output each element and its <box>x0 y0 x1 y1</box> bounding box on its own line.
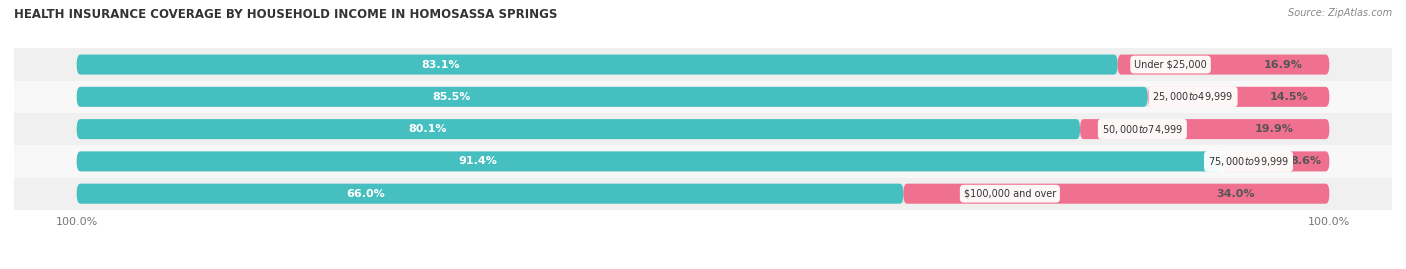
Text: HEALTH INSURANCE COVERAGE BY HOUSEHOLD INCOME IN HOMOSASSA SPRINGS: HEALTH INSURANCE COVERAGE BY HOUSEHOLD I… <box>14 8 557 21</box>
Text: 83.1%: 83.1% <box>422 59 460 70</box>
Text: 8.6%: 8.6% <box>1291 156 1322 167</box>
FancyBboxPatch shape <box>77 55 1329 75</box>
Text: 14.5%: 14.5% <box>1270 92 1309 102</box>
Text: 66.0%: 66.0% <box>347 189 385 199</box>
FancyBboxPatch shape <box>1147 87 1329 107</box>
Text: 80.1%: 80.1% <box>409 124 447 134</box>
Text: 19.9%: 19.9% <box>1256 124 1294 134</box>
Text: $100,000 and over: $100,000 and over <box>963 189 1056 199</box>
FancyBboxPatch shape <box>1080 119 1329 139</box>
FancyBboxPatch shape <box>77 119 1329 139</box>
FancyBboxPatch shape <box>77 119 1080 139</box>
FancyBboxPatch shape <box>904 184 1329 204</box>
Text: $50,000 to $74,999: $50,000 to $74,999 <box>1102 123 1182 136</box>
FancyBboxPatch shape <box>77 151 1329 171</box>
Text: $25,000 to $49,999: $25,000 to $49,999 <box>1153 90 1233 103</box>
Bar <box>14 145 1392 178</box>
FancyBboxPatch shape <box>77 184 1329 204</box>
FancyBboxPatch shape <box>77 55 1118 75</box>
Bar <box>14 178 1392 210</box>
FancyBboxPatch shape <box>77 184 904 204</box>
Bar <box>14 48 1392 81</box>
FancyBboxPatch shape <box>77 151 1222 171</box>
FancyBboxPatch shape <box>77 87 1147 107</box>
FancyBboxPatch shape <box>77 87 1329 107</box>
FancyBboxPatch shape <box>1222 151 1329 171</box>
Text: 16.9%: 16.9% <box>1264 59 1302 70</box>
Text: Under $25,000: Under $25,000 <box>1135 59 1206 70</box>
Text: 85.5%: 85.5% <box>433 92 471 102</box>
FancyBboxPatch shape <box>1118 55 1329 75</box>
Bar <box>14 113 1392 145</box>
Text: Source: ZipAtlas.com: Source: ZipAtlas.com <box>1288 8 1392 18</box>
Text: 34.0%: 34.0% <box>1216 189 1256 199</box>
Bar <box>14 81 1392 113</box>
Text: $75,000 to $99,999: $75,000 to $99,999 <box>1208 155 1289 168</box>
Text: 91.4%: 91.4% <box>458 156 496 167</box>
